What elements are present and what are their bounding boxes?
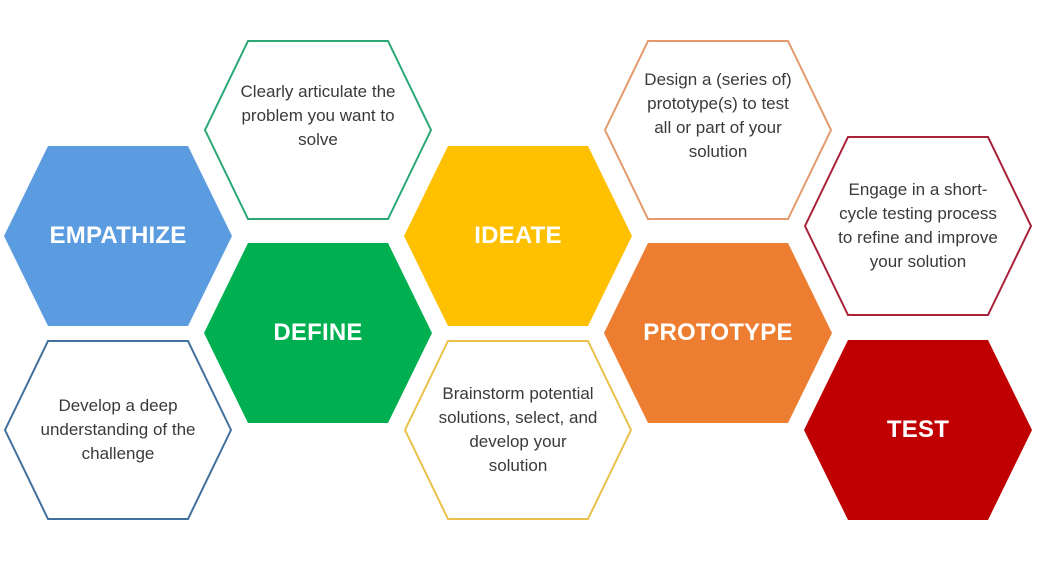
define-hexagon: DEFINE	[204, 243, 432, 423]
ideate-description-text: Brainstorm potential solutions, select, …	[438, 384, 598, 475]
prototype-hexagon: PROTOTYPE	[604, 243, 832, 423]
ideate-label: IDEATE	[474, 222, 562, 249]
empathize-description-text: Develop a deep understanding of the chal…	[40, 396, 196, 463]
test-description-hexagon: Engage in a short-cycle testing process …	[803, 136, 1033, 316]
define-description-shape	[203, 40, 433, 220]
ideate-description-hexagon: Brainstorm potential solutions, select, …	[403, 340, 633, 520]
prototype-label: PROTOTYPE	[643, 319, 793, 346]
empathize-hexagon: EMPATHIZE	[4, 146, 232, 326]
prototype-description-hexagon: Design a (series of) prototype(s) to tes…	[603, 40, 833, 220]
empathize-description-shape	[3, 340, 233, 520]
ideate-hexagon: IDEATE	[404, 146, 632, 326]
prototype-description-text: Design a (series of) prototype(s) to tes…	[644, 70, 792, 161]
ideate-shape	[404, 146, 632, 326]
prototype-description-shape	[603, 40, 833, 220]
define-shape	[204, 243, 432, 423]
empathize-description-hexagon: Develop a deep understanding of the chal…	[3, 340, 233, 520]
ideate-description-shape	[403, 340, 633, 520]
test-label: TEST	[886, 416, 950, 443]
empathize-shape	[4, 146, 232, 326]
test-description-text: Engage in a short-cycle testing process …	[838, 180, 998, 271]
define-label: DEFINE	[273, 319, 363, 346]
test-shape	[804, 340, 1032, 520]
empathize-label: EMPATHIZE	[49, 222, 187, 249]
test-hexagon: TEST	[804, 340, 1032, 520]
define-description-hexagon: Clearly articulate the problem you want …	[203, 40, 433, 220]
define-description-text: Clearly articulate the problem you want …	[240, 82, 396, 149]
prototype-shape	[604, 243, 832, 423]
test-description-shape	[803, 136, 1033, 316]
